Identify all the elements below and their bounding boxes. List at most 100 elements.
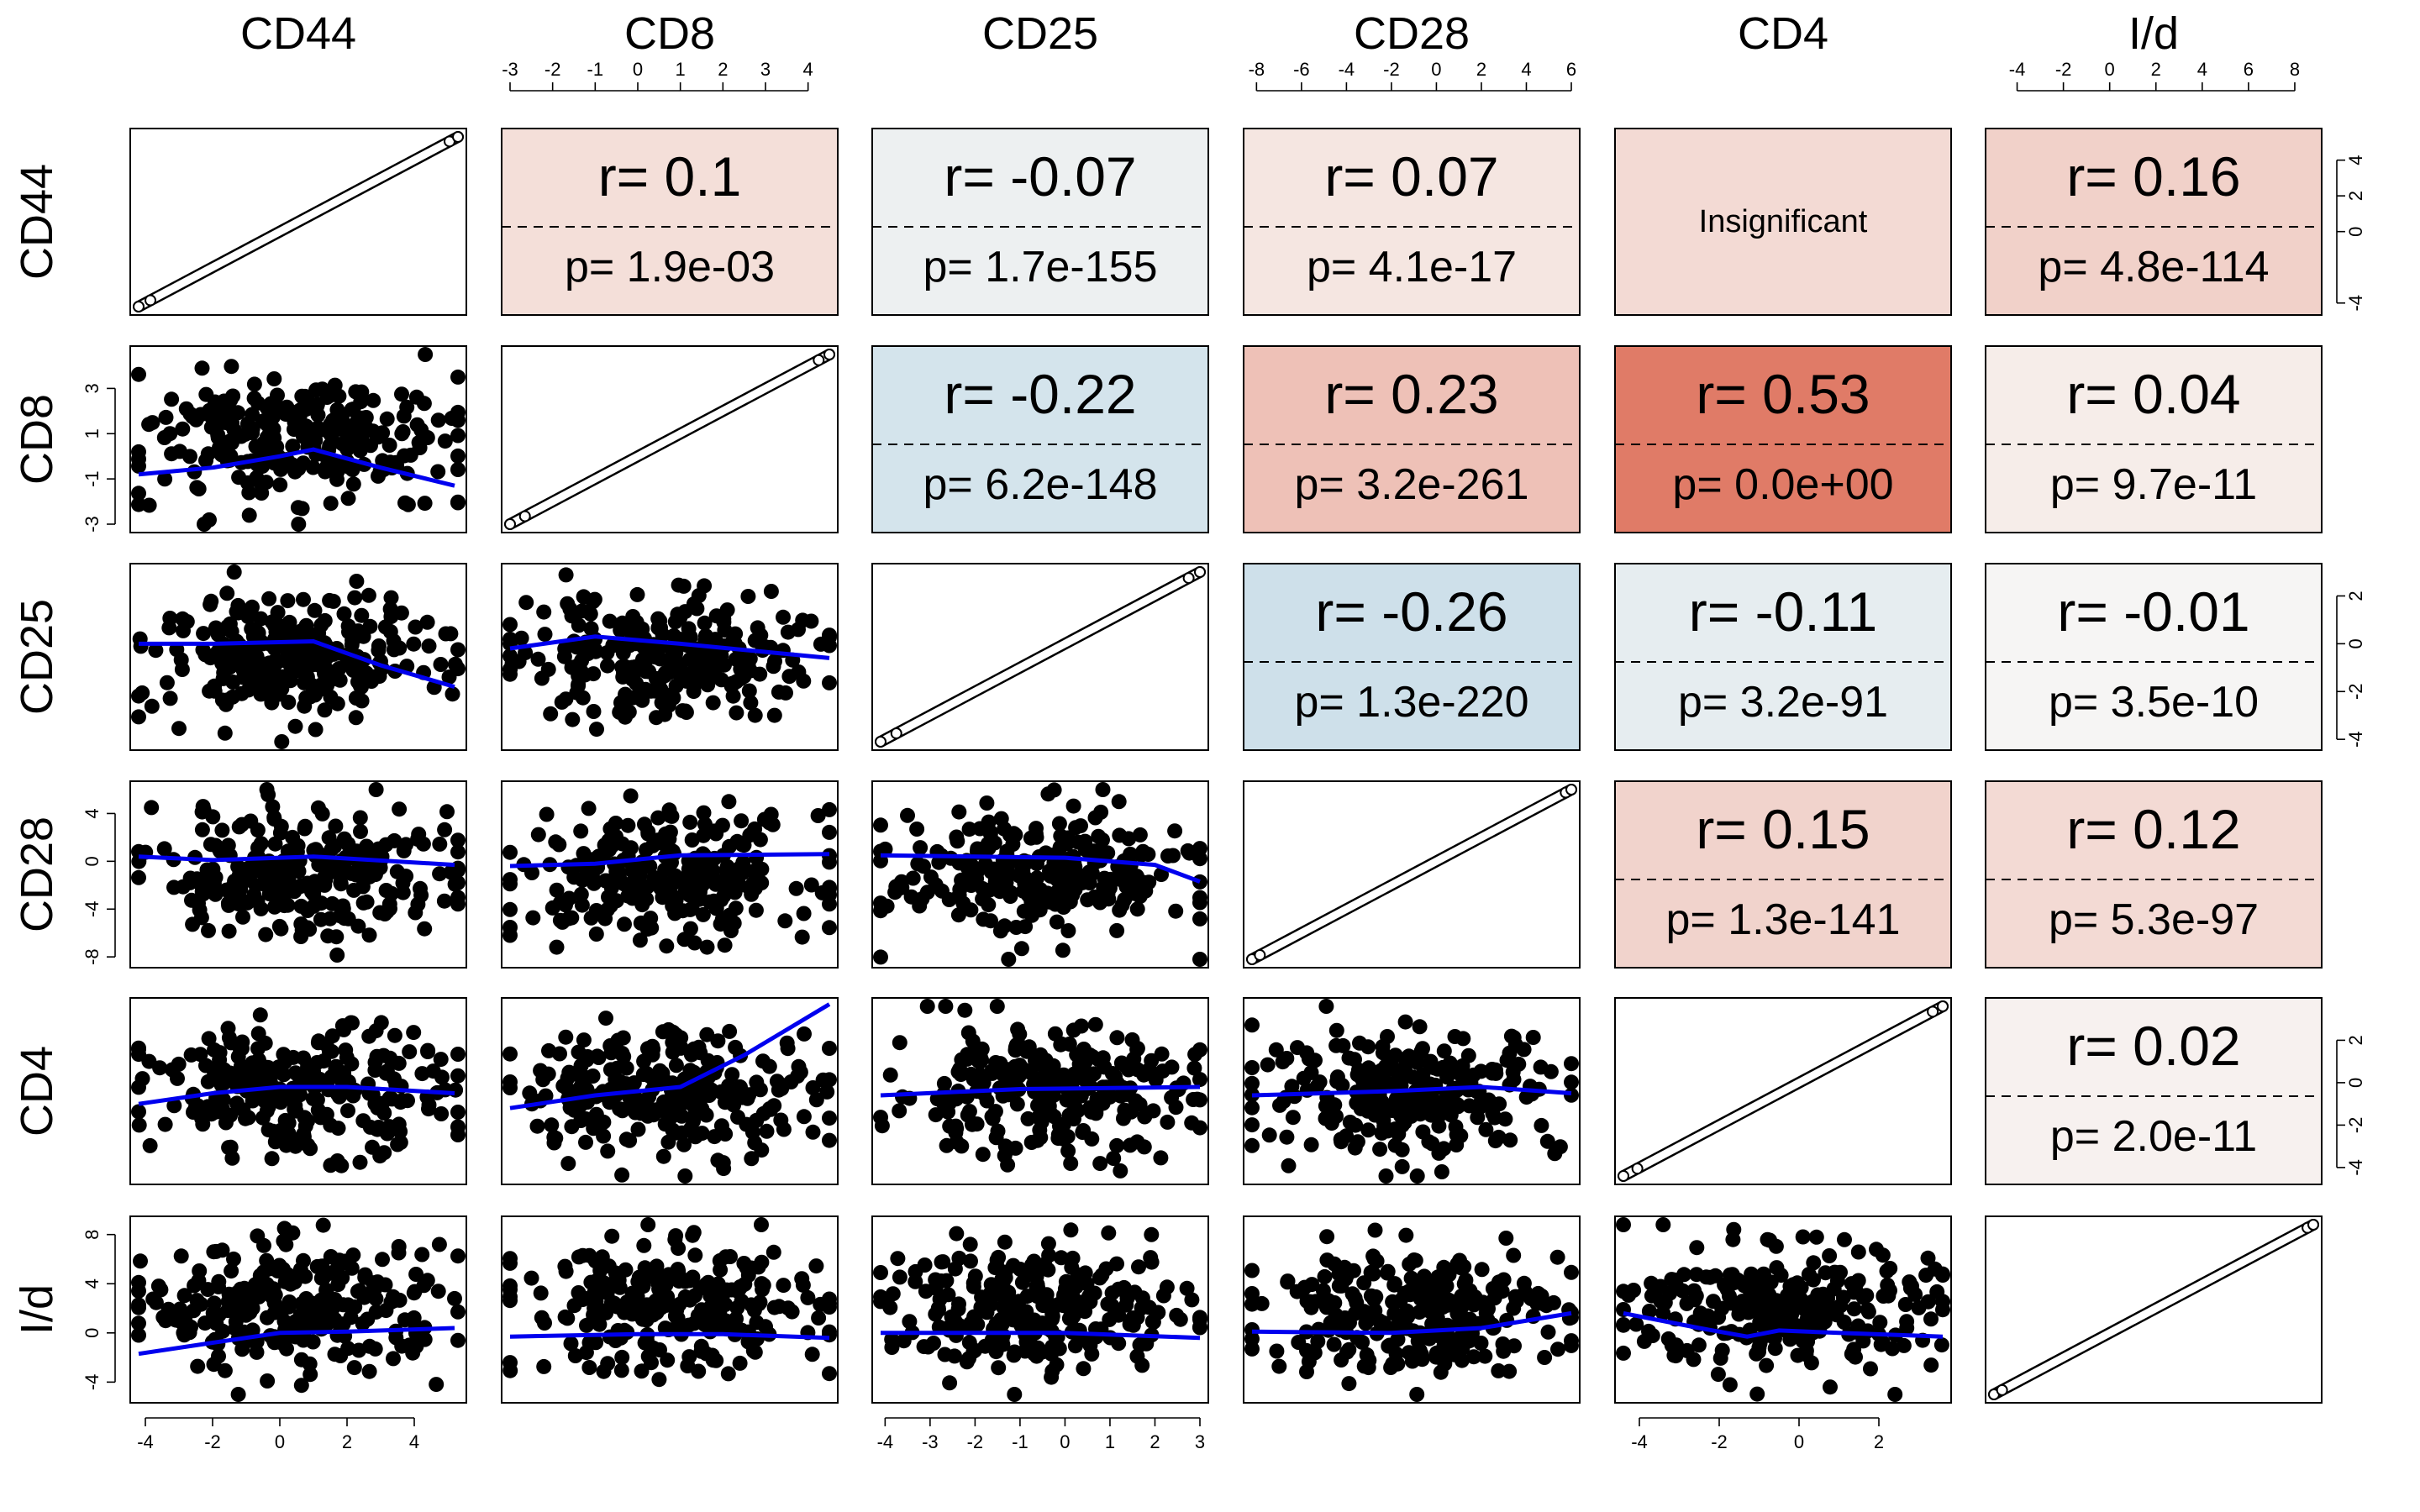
scatter-point [1005,837,1021,853]
correlation-panel-bg [1615,781,1951,968]
scatter-point [1549,1249,1565,1265]
panel-frame [1243,1215,1581,1404]
scatter-point [546,1129,562,1145]
scatter-point [1095,782,1111,797]
scatter-point [1352,1303,1368,1319]
scatter-point [329,929,345,945]
scatter-point [797,1026,812,1042]
scatter-point [951,1317,967,1333]
scatter-point [1192,874,1207,890]
scatter-point [1315,1283,1331,1299]
p-value-label: p= 1.9e-03 [565,243,775,291]
scatter-point [1114,897,1130,913]
scatter-point [750,864,765,879]
scatter-point [1077,1055,1093,1070]
right-axis-cd4: -4 -2 0 2 [2336,1035,2366,1176]
scatter-point [280,593,296,609]
scatter-point [217,414,232,430]
p-value-label: p= 1.7e-155 [923,243,1157,291]
insignificant-label: Insignificant [1699,204,1868,239]
scatter-point [395,885,411,900]
scatter-point [1872,1315,1888,1331]
scatter-point [1179,1280,1195,1296]
identity-point [518,510,531,522]
scatter-point [558,1029,574,1045]
scatter-point [182,449,197,465]
scatter-point [324,1028,340,1044]
correlation-panel-bg [1986,129,2322,315]
scatter-point [949,1226,965,1242]
scatter-point [1933,1337,1949,1353]
scatter-point [1045,1088,1061,1103]
scatter-point [450,1332,466,1348]
scatter-point [1798,1343,1814,1358]
scatter-point [975,1147,991,1163]
cell-cd44-vs-cd44 [129,128,467,316]
scatter-point [1187,1047,1203,1063]
scatter-point [250,894,266,910]
scatter-point [191,481,207,496]
scatter-point [1706,1294,1721,1310]
scatter-point [613,1362,629,1378]
scatter-point [296,591,311,607]
scatter-point [623,788,639,804]
loess-smooth-line [881,1331,1201,1341]
scatter-point [433,657,449,672]
scatter-point [587,1274,603,1290]
cell-cd25-vs-cd44 [129,563,467,751]
scatter-point [1111,1336,1127,1352]
scatter-point [1806,1255,1822,1271]
scatter-point [1013,941,1029,957]
identity-point [504,518,516,530]
scatter-point [270,387,285,403]
scatter-point [632,932,648,948]
scatter-point [1059,890,1075,906]
identity-line-inner [134,133,462,311]
scatter-point [1028,1279,1044,1294]
panel-frame [1985,780,2323,969]
scatter-point [1616,1217,1631,1232]
scatter-point [264,1151,280,1167]
scatter-point [530,651,546,667]
scatter-point [278,1236,294,1252]
scatter-point [197,517,212,532]
panel-frame [1614,563,1952,751]
scatter-point [406,1310,422,1326]
axis-tick-label: 1 [82,428,103,438]
scatter-point [600,1143,616,1159]
scatter-point [217,844,233,859]
scatter-point [552,1046,567,1062]
scatter-point [756,811,772,827]
scatter-point [386,633,402,649]
scatter-point [502,927,518,943]
scatter-point [1702,1269,1718,1285]
scatter-point [525,910,541,926]
scatter-point [502,844,518,860]
scatter-point [686,664,702,680]
scatter-point [1367,1222,1383,1238]
scatter-point [360,587,376,603]
scatter-point [207,683,223,699]
scatter-point [266,882,282,898]
scatter-point [674,1125,690,1141]
scatter-point [1497,1111,1513,1127]
scatter-point [667,1308,683,1324]
scatter-point [677,1168,693,1184]
scatter-point [1657,1294,1673,1310]
scatter-point [1478,1121,1494,1137]
scatter-point [697,578,713,594]
scatter-point [1026,1346,1042,1362]
scatter-point [245,425,260,441]
scatter-point [1143,1250,1159,1266]
scatter-point [1726,1221,1742,1237]
r-value-label: r= 0.16 [2066,145,2240,207]
scatter-point [614,1167,630,1183]
scatter-point [201,922,216,938]
panel-frame [129,997,467,1185]
scatter-point [1360,1039,1376,1055]
scatter-point [622,1132,638,1148]
scatter-point [402,1044,418,1060]
scatter-point [918,1284,934,1299]
scatter-point [919,885,935,900]
scatter-point [1065,1022,1081,1038]
